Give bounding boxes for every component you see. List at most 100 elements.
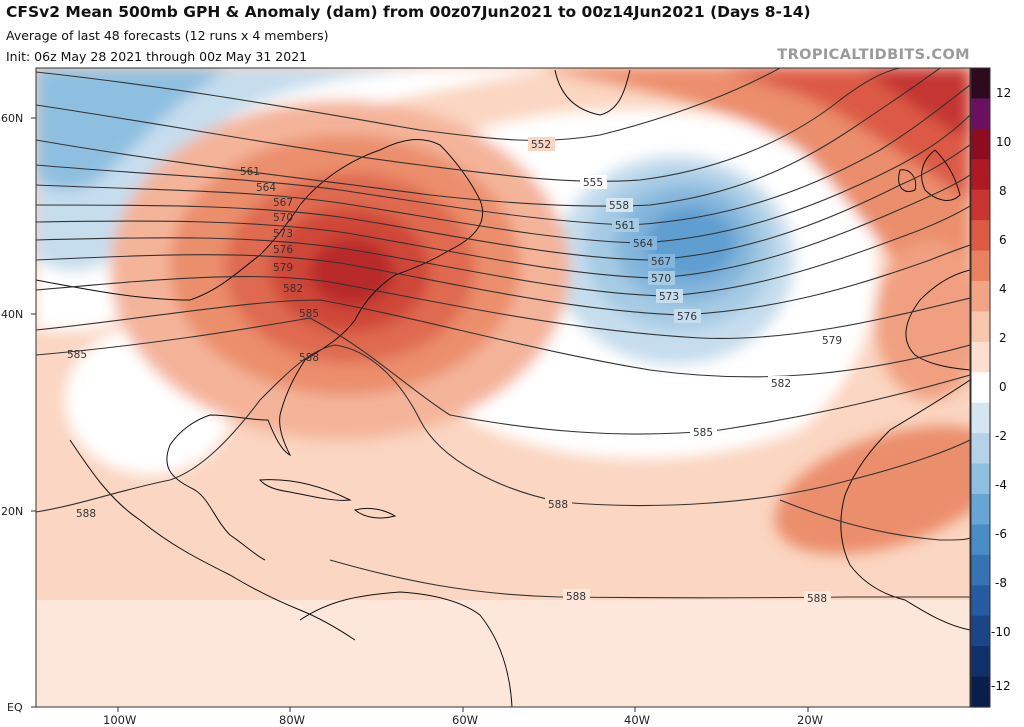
coast-west-africa [840,379,970,631]
contour-570 [36,174,970,279]
map-title: CFSv2 Mean 500mb GPH & Anomaly (dam) fro… [6,3,811,21]
contour-582 [36,299,970,378]
contour-label: 564 [633,238,653,250]
colorbar-tick-label: -2 [995,429,1007,443]
contour-labels: 552 555 558 561 564 567 570 573 576 579 … [67,137,846,605]
colorbar-segment [971,402,990,434]
contour-573 [36,205,970,297]
colorbar-tick-label: -12 [991,679,1011,693]
colorbar-tick-label: -6 [995,527,1007,541]
contour-label: 588 [566,591,586,603]
colorbar-tick-label: 2 [999,331,1007,345]
colorbar-labels: 12 10 8 6 4 2 0 -2 -4 -6 -8 -10 -12 [991,86,1011,693]
red-ne-band-3 [860,68,970,140]
contour-588-africa [779,499,970,541]
label-bg [674,309,701,323]
map-frame [35,67,971,708]
contour-label: 585 [67,349,87,361]
red-ne-band [540,68,970,330]
label-bg [768,376,795,390]
contour-label: 588 [548,499,568,511]
colorbar-tick-label: -10 [991,625,1011,639]
coast-greenland [554,69,631,116]
lat-label-eq: EQ [7,701,23,714]
contour-label: 573 [273,228,293,240]
contour-label: 567 [651,256,671,268]
colorbar-segment [971,189,990,221]
map-subtitle-init: Init: 06z May 28 2021 through 00z May 31… [6,49,308,64]
colorbar-segment [971,433,990,465]
label-bg [612,218,639,232]
blue-atlantic-4 [645,207,735,279]
contour-label: 567 [273,197,293,209]
colorbar-segment [971,68,990,100]
coast-ireland [898,169,917,193]
contour-561 [36,84,970,226]
contour-564 [36,114,970,244]
colorbar-segment [971,676,990,708]
contour-label: 555 [583,177,603,189]
map-area: 552 555 558 561 564 567 570 573 576 579 … [36,68,970,707]
contour-label: 570 [273,212,293,224]
colorbar-segment [971,98,990,130]
coast-cuba [258,479,352,501]
lat-label-20n: 20N [1,505,23,518]
lon-label-80w: 80W [279,713,305,727]
lon-label-20w: 20W [797,713,823,727]
label-bg [606,198,633,212]
colorbar-tick-label: 8 [999,184,1007,198]
red-east-5 [310,238,394,306]
lon-label-100w: 100W [103,713,136,727]
label-bg [563,589,590,603]
label-bg [528,137,555,151]
label-bg [648,271,675,285]
lon-label-60w: 60W [452,713,478,727]
colorbar-segment [971,372,990,404]
latitude-axis: 60N 40N 20N EQ [1,112,36,714]
anomaly-shading [36,68,970,555]
brand-watermark: TROPICALTIDBITS.COM [777,47,970,63]
contour-588-upper [36,344,970,513]
contour-label: 576 [273,244,293,256]
red-africa [774,425,970,555]
colorbar-segment [971,494,990,526]
red-europe [875,240,970,400]
colorbar-segment [971,128,990,160]
label-bg [819,333,846,347]
label-bg [656,289,683,303]
colorbar-segment [971,341,990,373]
longitude-axis: 100W 80W 60W 40W 20W [103,707,823,727]
contour-label: 558 [609,200,629,212]
label-bg [804,591,831,605]
map-subtitle-forecasts: Average of last 48 forecasts (12 runs x … [6,28,329,43]
contour-label: 579 [273,262,293,274]
label-bg [545,497,572,511]
contour-label: 588 [299,352,319,364]
contour-label: 582 [283,283,303,295]
label-bg [690,425,717,439]
contour-label: 579 [822,335,842,347]
contour-576 [36,244,970,316]
colorbar-segment [971,281,990,313]
contour-label: 561 [240,166,260,178]
lat-label-60n: 60N [1,112,23,125]
contour-label: 588 [807,593,827,605]
label-bg [648,254,675,268]
contour-label: 561 [615,220,635,232]
colorbar-segment [971,615,990,647]
colorbar-tick-label: 10 [996,135,1011,149]
label-bg [580,175,607,189]
contour-label: 582 [771,378,791,390]
contour-label: 570 [651,273,671,285]
lat-label-40n: 40N [1,308,23,321]
contour-579 [36,275,970,339]
blue-nw-deep [36,68,230,190]
colorbar-tick-label: 0 [999,380,1007,394]
contour-label: 552 [531,139,551,151]
label-bg [630,236,657,250]
colorbar-tick-label: 6 [999,233,1007,247]
contour-label: 585 [299,308,319,320]
coast-hispaniola [353,507,397,519]
colorbar [970,67,991,708]
contour-585 [36,317,970,435]
